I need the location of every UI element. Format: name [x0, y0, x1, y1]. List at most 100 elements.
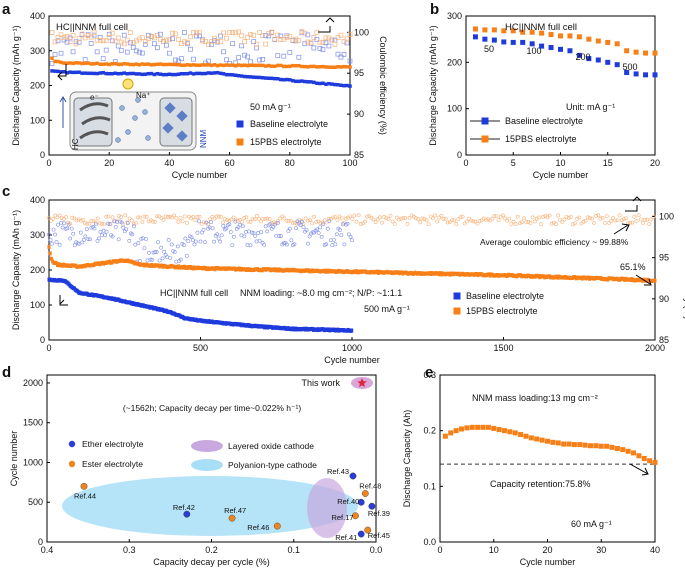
- ce-point-15pbs: [191, 30, 196, 35]
- ce-point-baseline: [78, 230, 83, 235]
- capacity-point-baseline: [285, 77, 289, 82]
- capacity-point-baseline: [224, 72, 229, 77]
- ce-point-15pbs: [240, 220, 244, 224]
- capacity-point-15pbs: [161, 62, 166, 67]
- ce-point-15pbs: [462, 221, 467, 226]
- ce-point-baseline: [325, 226, 330, 231]
- x-tick-label: 5: [511, 158, 516, 168]
- capacity-point-15pbs: [137, 63, 142, 67]
- current-label: 500 mA g⁻¹: [364, 304, 410, 314]
- ce-point-baseline: [320, 47, 326, 52]
- y2-tick-label: 100: [659, 211, 674, 221]
- y2-axis-title: Coulombic efficiency (%): [378, 36, 388, 135]
- ce-point-baseline: [284, 242, 289, 247]
- ce-point-15pbs: [437, 215, 442, 220]
- ce-point-15pbs: [409, 213, 414, 218]
- capacity-point-15pbs: [80, 61, 84, 66]
- ce-point-baseline: [130, 232, 135, 237]
- capacity-point-baseline: [104, 71, 108, 76]
- ce-point-baseline: [97, 35, 103, 40]
- ce-point-15pbs: [420, 216, 425, 221]
- graphite-layer: [81, 116, 111, 126]
- rate-point-baseline: [529, 41, 535, 47]
- ce-point-baseline: [158, 31, 163, 37]
- ce-point-15pbs: [530, 215, 535, 220]
- ce-point-15pbs: [85, 221, 90, 226]
- ce-point-baseline: [209, 220, 214, 225]
- ce-point-baseline: [266, 33, 272, 39]
- y-tick-label: 300: [30, 230, 45, 240]
- capacity-point-baseline: [107, 71, 111, 76]
- capacity-point-baseline: [309, 80, 313, 84]
- ce-point-baseline: [107, 222, 112, 227]
- ce-point-15pbs: [148, 33, 154, 39]
- capacity-point: [485, 424, 491, 430]
- capacity-point-15pbs: [266, 63, 271, 68]
- ce-point-15pbs: [526, 219, 531, 224]
- ce-point-15pbs: [95, 216, 100, 221]
- ce-point-baseline: [133, 242, 138, 247]
- ce-point-baseline: [200, 230, 204, 235]
- ce-point-baseline: [259, 230, 264, 235]
- ce-point-15pbs: [583, 218, 588, 223]
- ce-point-baseline: [328, 238, 333, 243]
- ce-point-15pbs: [581, 219, 586, 224]
- ce-point-15pbs: [433, 213, 437, 218]
- capacity-point-baseline: [209, 71, 214, 75]
- ce-point-15pbs: [320, 40, 326, 45]
- ce-point-15pbs: [382, 215, 387, 219]
- ce-point-baseline: [257, 57, 263, 63]
- ce-point-15pbs: [210, 215, 215, 219]
- ce-point-baseline: [294, 226, 298, 231]
- ce-point-15pbs: [507, 216, 512, 221]
- rate-point-baseline: [605, 59, 611, 65]
- ce-point-baseline: [224, 226, 229, 231]
- ce-point-baseline: [106, 31, 112, 37]
- ce-point-baseline: [218, 33, 223, 39]
- inset-label: HC: [71, 138, 80, 150]
- capacity-point-15pbs: [179, 63, 184, 67]
- ce-point-baseline: [332, 37, 338, 43]
- ce-point-15pbs: [500, 213, 505, 218]
- capacity-point-baseline: [269, 76, 274, 81]
- capacity-point-baseline: [134, 72, 139, 76]
- panel-letter: c: [2, 183, 10, 200]
- capacity-point-baseline: [122, 71, 126, 75]
- y2-tick-label: 85: [354, 150, 364, 160]
- ref-label: Ref.41: [335, 533, 357, 542]
- capacity-point: [604, 443, 610, 449]
- capacity-point-baseline: [194, 71, 199, 76]
- ce-point-15pbs: [254, 213, 259, 218]
- ce-point-15pbs: [121, 41, 127, 47]
- ce-point-15pbs: [49, 30, 55, 35]
- capacity-point-baseline: [86, 71, 90, 76]
- ce-point-15pbs: [180, 219, 185, 224]
- ce-point-baseline: [62, 221, 67, 226]
- ce-point-15pbs: [193, 218, 198, 222]
- capacity-point-baseline: [336, 83, 340, 87]
- capacity-point-15pbs: [303, 64, 307, 69]
- ce-point-15pbs: [645, 217, 650, 222]
- ce-point-15pbs: [112, 38, 118, 44]
- ce-point-15pbs: [104, 214, 109, 219]
- capacity-point-baseline: [182, 71, 187, 76]
- legend-label: 15PBS electrolyte: [466, 306, 538, 316]
- ce-point-baseline: [56, 222, 60, 227]
- ce-point-15pbs: [473, 219, 478, 224]
- rate-point-15pbs: [624, 48, 630, 54]
- ce-point-baseline: [219, 233, 224, 238]
- ce-point-baseline: [91, 32, 97, 38]
- capacity-point: [502, 428, 507, 434]
- capacity-point: [571, 442, 577, 448]
- ce-point-baseline: [263, 224, 268, 229]
- capacity-point-baseline: [128, 71, 133, 76]
- capacity-point-baseline: [324, 82, 328, 86]
- ce-point-15pbs: [167, 37, 172, 42]
- ce-point-15pbs: [312, 214, 317, 219]
- capacity-point-baseline: [89, 71, 93, 76]
- left-axis-arrow: [59, 295, 68, 306]
- ce-point-baseline: [333, 242, 338, 247]
- rate-point-15pbs: [482, 27, 488, 33]
- ce-point-15pbs: [55, 35, 61, 40]
- rate-point-baseline: [567, 48, 573, 54]
